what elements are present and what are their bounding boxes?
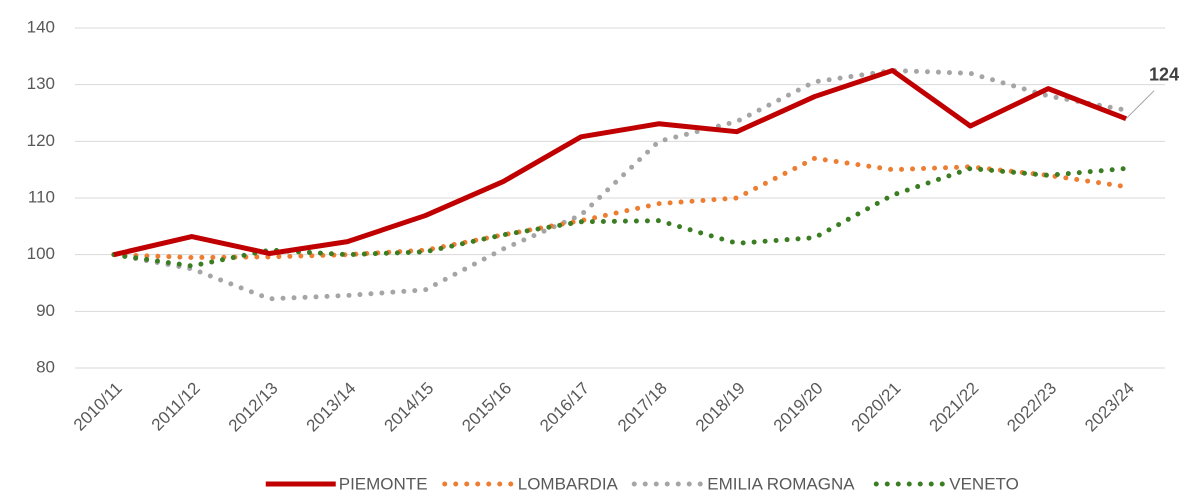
label-leader bbox=[1125, 90, 1155, 120]
legend-item: EMILIA ROMAGNA bbox=[631, 474, 855, 493]
x-tick-label: 2018/19 bbox=[692, 379, 749, 436]
series-line bbox=[111, 67, 1129, 302]
x-tick-label: 2021/22 bbox=[925, 379, 982, 436]
y-tick-label: 140 bbox=[27, 17, 55, 36]
x-tick-label: 2014/15 bbox=[380, 379, 437, 436]
data-label: 124 bbox=[1149, 64, 1179, 84]
y-tick-label: 110 bbox=[28, 187, 55, 206]
legend-label: LOMBARDIA bbox=[518, 474, 619, 493]
legend-label: VENETO bbox=[949, 474, 1019, 493]
x-tick-label: 2016/17 bbox=[536, 379, 593, 436]
x-tick-label: 2020/21 bbox=[848, 379, 905, 436]
y-tick-label: 90 bbox=[36, 301, 55, 320]
x-tick-label: 2011/12 bbox=[148, 379, 204, 435]
x-tick-label: 2013/14 bbox=[303, 379, 360, 436]
y-tick-label: 80 bbox=[36, 357, 55, 376]
series-line bbox=[113, 68, 1127, 258]
x-tick-label: 2017/18 bbox=[614, 379, 671, 436]
legend-item: VENETO bbox=[873, 474, 1019, 493]
x-tick-label: 2015/16 bbox=[458, 379, 515, 436]
series-line bbox=[111, 165, 1129, 269]
legend-label: EMILIA ROMAGNA bbox=[707, 474, 855, 493]
legend-item: LOMBARDIA bbox=[442, 474, 619, 493]
x-tick-label: 2010/11 bbox=[70, 379, 126, 435]
x-tick-label: 2012/13 bbox=[225, 379, 282, 436]
y-tick-label: 130 bbox=[27, 74, 55, 93]
series-line bbox=[111, 155, 1129, 261]
x-tick-label: 2023/24 bbox=[1081, 379, 1138, 436]
y-tick-label: 100 bbox=[27, 244, 55, 263]
y-tick-label: 120 bbox=[27, 131, 55, 150]
legend-item: PIEMONTE bbox=[265, 474, 428, 493]
x-tick-label: 2022/23 bbox=[1003, 379, 1060, 436]
x-tick-label: 2019/20 bbox=[770, 379, 827, 436]
legend-label: PIEMONTE bbox=[339, 474, 428, 493]
